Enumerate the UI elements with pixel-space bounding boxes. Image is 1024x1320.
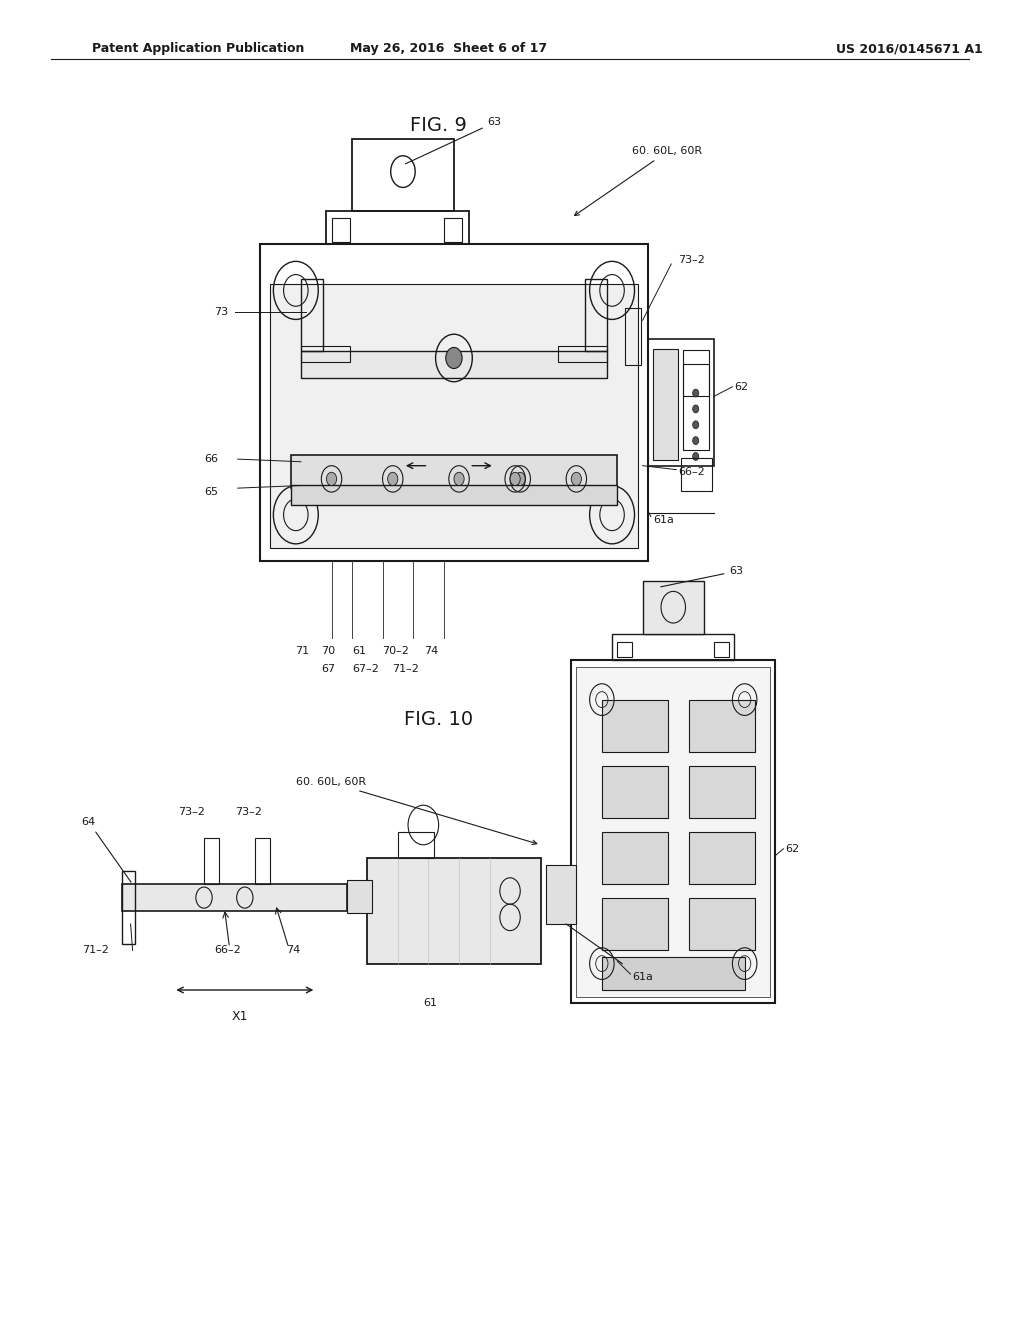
- Circle shape: [692, 437, 698, 445]
- Bar: [688, 832, 755, 884]
- Text: 63: 63: [660, 566, 743, 587]
- Text: 62: 62: [734, 381, 749, 392]
- Bar: [332, 218, 350, 242]
- Text: 74: 74: [286, 945, 300, 956]
- Bar: [571, 660, 775, 1003]
- Bar: [352, 139, 454, 211]
- Text: 60. 60L, 60R: 60. 60L, 60R: [574, 147, 702, 215]
- Bar: [626, 308, 641, 364]
- Bar: [683, 364, 709, 450]
- Bar: [577, 667, 770, 997]
- Text: Patent Application Publication: Patent Application Publication: [92, 42, 304, 55]
- Bar: [347, 880, 373, 913]
- Circle shape: [692, 389, 698, 397]
- Bar: [585, 279, 607, 351]
- Text: 61: 61: [423, 998, 437, 1008]
- Text: 70–2: 70–2: [382, 645, 410, 656]
- Text: X1: X1: [231, 1010, 248, 1023]
- Circle shape: [388, 473, 398, 486]
- Bar: [683, 350, 709, 396]
- Circle shape: [327, 473, 337, 486]
- Text: 73: 73: [214, 306, 228, 317]
- Bar: [643, 581, 703, 634]
- Bar: [602, 832, 669, 884]
- Bar: [327, 211, 469, 244]
- Bar: [681, 458, 712, 491]
- Text: 71–2: 71–2: [82, 945, 109, 956]
- Text: 63: 63: [406, 117, 502, 164]
- Bar: [602, 766, 669, 818]
- Text: 66–2: 66–2: [214, 945, 241, 956]
- Text: 67: 67: [322, 664, 336, 675]
- Text: 66–2: 66–2: [678, 467, 706, 478]
- Bar: [368, 858, 541, 964]
- Text: 73–2: 73–2: [678, 255, 706, 265]
- Text: 61a: 61a: [633, 972, 653, 982]
- Circle shape: [454, 473, 464, 486]
- Text: 61: 61: [352, 645, 366, 656]
- Text: 60. 60L, 60R: 60. 60L, 60R: [296, 777, 537, 845]
- Text: 73–2: 73–2: [234, 807, 261, 817]
- Bar: [204, 838, 219, 884]
- Bar: [443, 218, 462, 242]
- Text: 71: 71: [295, 645, 309, 656]
- Bar: [602, 898, 669, 950]
- Bar: [260, 244, 648, 561]
- Text: 62: 62: [785, 843, 800, 854]
- Bar: [301, 279, 324, 351]
- Bar: [688, 766, 755, 818]
- Text: 73–2: 73–2: [178, 807, 206, 817]
- Text: 70: 70: [322, 645, 336, 656]
- Bar: [301, 351, 607, 378]
- Text: 61a: 61a: [653, 515, 674, 525]
- Circle shape: [510, 473, 520, 486]
- Circle shape: [692, 421, 698, 429]
- Bar: [291, 455, 617, 488]
- Bar: [255, 838, 270, 884]
- Circle shape: [692, 405, 698, 413]
- Circle shape: [445, 347, 462, 368]
- Text: 64: 64: [82, 817, 131, 882]
- Bar: [291, 486, 617, 506]
- Bar: [301, 346, 350, 362]
- Bar: [602, 957, 744, 990]
- Bar: [714, 642, 729, 657]
- Circle shape: [692, 453, 698, 461]
- Text: FIG. 9: FIG. 9: [411, 116, 467, 135]
- Bar: [558, 346, 607, 362]
- Bar: [688, 898, 755, 950]
- Circle shape: [571, 473, 582, 486]
- Bar: [688, 700, 755, 752]
- Bar: [398, 832, 433, 858]
- Text: 67–2: 67–2: [352, 664, 379, 675]
- Text: 66: 66: [204, 454, 218, 465]
- Text: May 26, 2016  Sheet 6 of 17: May 26, 2016 Sheet 6 of 17: [350, 42, 548, 55]
- Text: 74: 74: [424, 645, 438, 656]
- Bar: [617, 642, 633, 657]
- Text: US 2016/0145671 A1: US 2016/0145671 A1: [837, 42, 983, 55]
- Text: FIG. 10: FIG. 10: [404, 710, 473, 729]
- Bar: [123, 884, 347, 911]
- Bar: [270, 284, 638, 548]
- Bar: [648, 339, 714, 466]
- Text: 71–2: 71–2: [392, 664, 420, 675]
- Circle shape: [515, 473, 525, 486]
- Bar: [653, 348, 678, 459]
- Bar: [612, 634, 734, 660]
- Bar: [123, 871, 134, 944]
- Bar: [602, 700, 669, 752]
- Text: 65: 65: [204, 487, 218, 498]
- Bar: [546, 865, 577, 924]
